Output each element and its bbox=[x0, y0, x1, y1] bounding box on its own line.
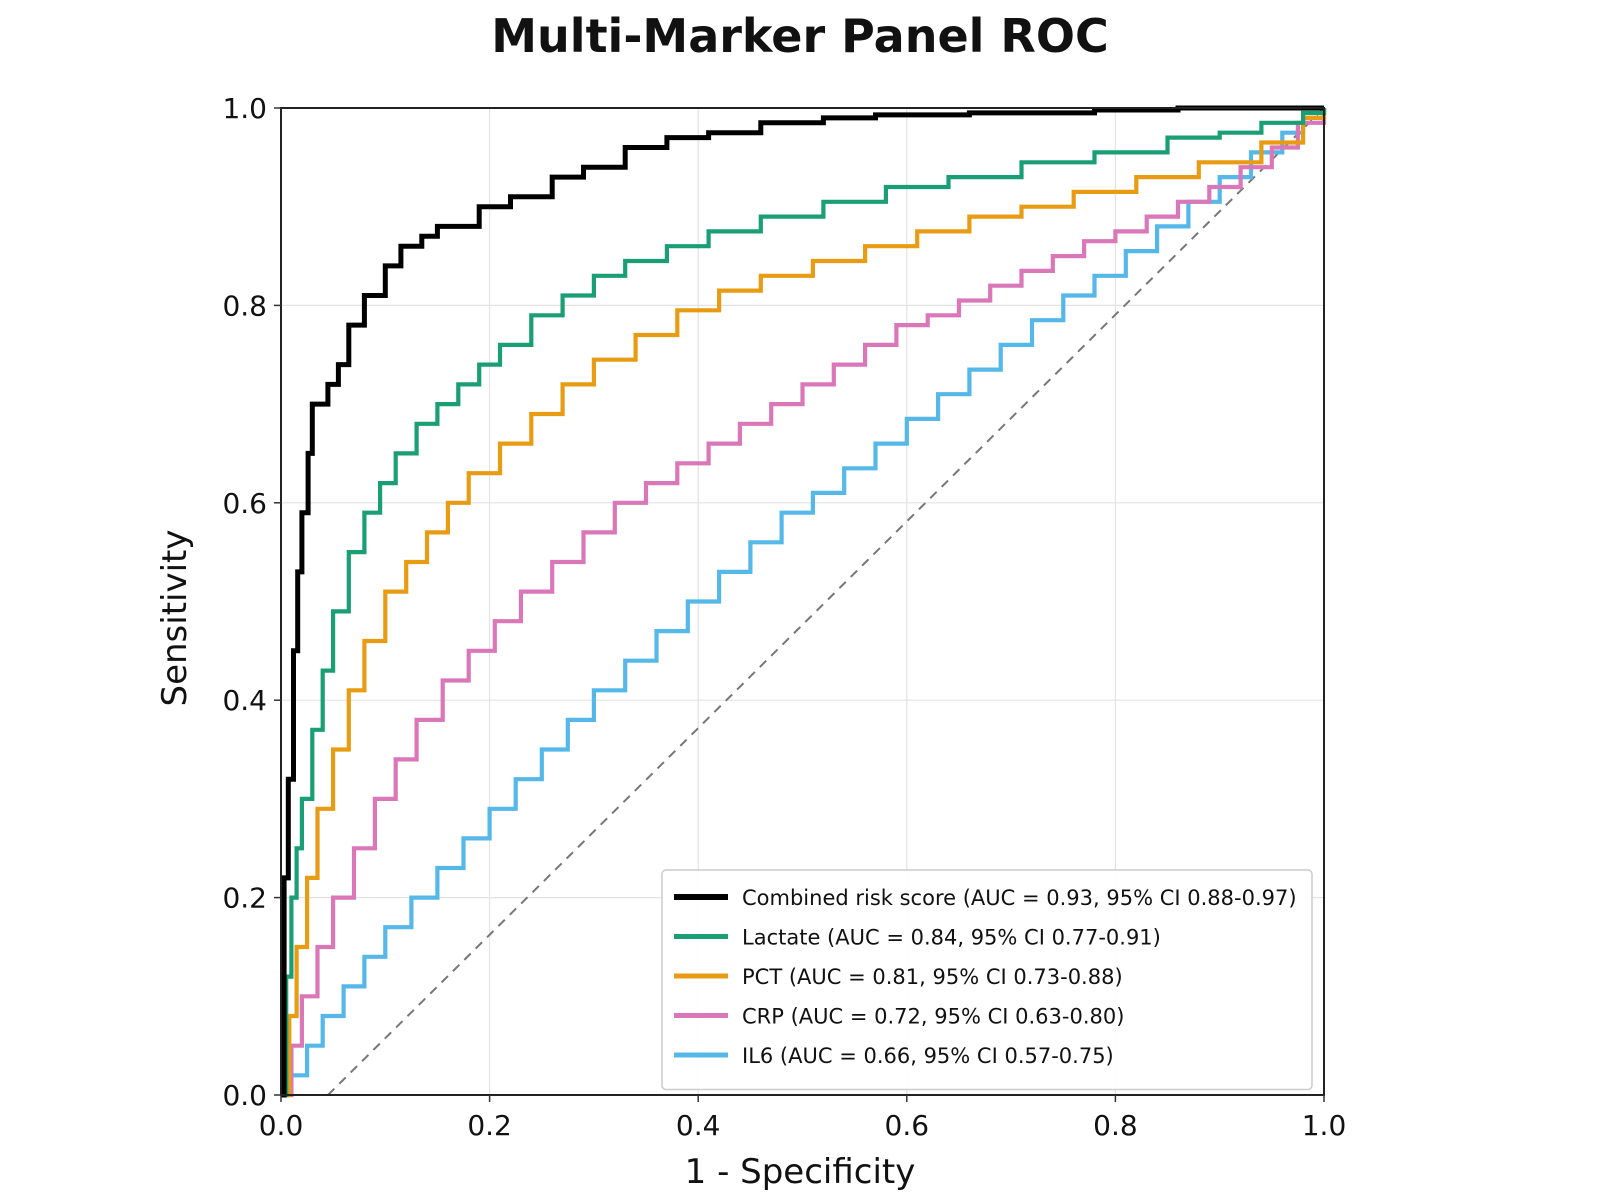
roc-curve-series-0 bbox=[281, 105, 1324, 1098]
y-tick-label: 0.0 bbox=[222, 1079, 267, 1112]
roc-curve-series-4 bbox=[281, 108, 1327, 1098]
x-axis-label: 1 - Specificity bbox=[685, 1152, 916, 1192]
x-tick-label: 0.4 bbox=[676, 1109, 721, 1142]
legend-label-3: CRP (AUC = 0.72, 95% CI 0.63-0.80) bbox=[742, 1005, 1124, 1029]
roc-curve-series-1 bbox=[281, 108, 1327, 1098]
y-tick-label: 0.8 bbox=[222, 289, 267, 322]
chart-title: Multi-Marker Panel ROC bbox=[491, 9, 1108, 63]
y-axis-label: Sensitivity bbox=[155, 529, 195, 706]
x-tick-label: 0.0 bbox=[259, 1109, 304, 1142]
y-tick-label: 1.0 bbox=[222, 92, 267, 125]
roc-curve-series-3 bbox=[281, 108, 1327, 1098]
x-tick-label: 0.6 bbox=[885, 1109, 930, 1142]
legend-box bbox=[661, 869, 1313, 1091]
series-layer bbox=[281, 105, 1327, 1098]
reference-line-layer bbox=[327, 107, 1325, 1096]
plot-frame bbox=[280, 107, 1325, 1096]
roc-curve-series-2 bbox=[281, 108, 1327, 1098]
x-tick-label: 1.0 bbox=[1302, 1109, 1347, 1142]
legend-label-0: Combined risk score (AUC = 0.93, 95% CI … bbox=[742, 886, 1297, 910]
y-tick-label: 0.6 bbox=[222, 487, 267, 520]
legend-label-4: IL6 (AUC = 0.66, 95% CI 0.57-0.75) bbox=[742, 1044, 1114, 1068]
tick-labels: 0.0 0.2 0.4 0.6 0.8 1.0 0.0 0.2 0.4 0.6 0.8 1.0 bbox=[222, 92, 1346, 1142]
chance-reference-line bbox=[327, 107, 1325, 1096]
y-tick-label: 0.2 bbox=[222, 882, 267, 915]
x-tick-label: 0.2 bbox=[467, 1109, 512, 1142]
legend-label-2: PCT (AUC = 0.81, 95% CI 0.73-0.88) bbox=[742, 965, 1123, 989]
legend-label-1: Lactate (AUC = 0.84, 95% CI 0.77-0.91) bbox=[742, 926, 1161, 950]
legend: Combined risk score (AUC = 0.93, 95% CI … bbox=[661, 869, 1313, 1091]
x-tick-label: 0.8 bbox=[1093, 1109, 1138, 1142]
y-tick-label: 0.4 bbox=[222, 684, 267, 717]
